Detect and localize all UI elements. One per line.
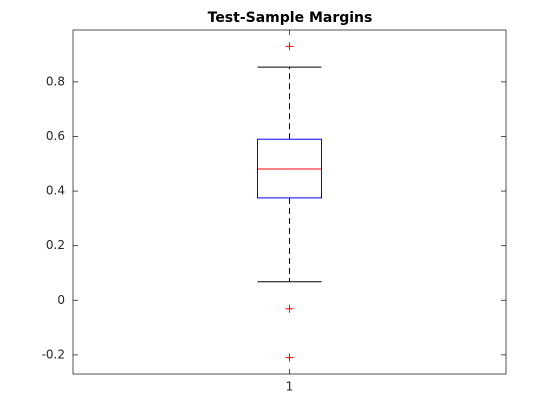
y-tick-label: 0.2 xyxy=(46,238,65,252)
y-tick-label: 0 xyxy=(57,293,65,307)
y-tick-label: -0.2 xyxy=(42,347,65,361)
outlier xyxy=(285,353,294,362)
outlier xyxy=(285,304,294,313)
y-tick-label: 0.8 xyxy=(46,74,65,88)
x-tick-label: 1 xyxy=(286,380,294,394)
y-tick-label: 0.4 xyxy=(46,184,65,198)
outlier xyxy=(285,42,294,51)
y-tick-label: 0.6 xyxy=(46,129,65,143)
chart-title: Test-Sample Margins xyxy=(208,10,373,26)
